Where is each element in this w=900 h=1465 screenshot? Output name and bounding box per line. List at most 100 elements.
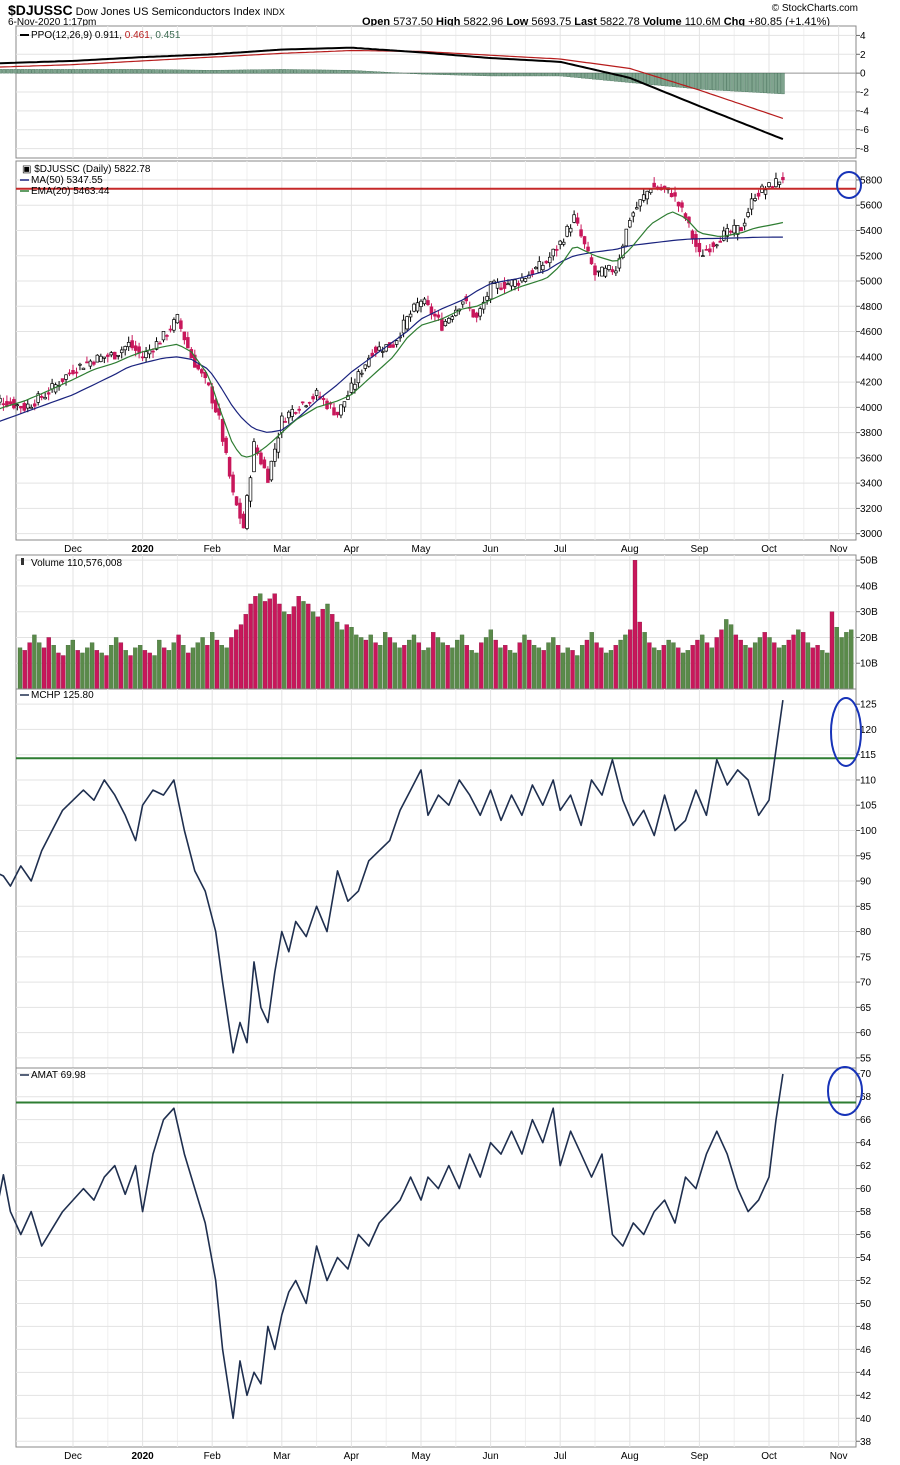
ppo-histogram-bar	[420, 72, 425, 75]
ppo-histogram-bar	[377, 71, 381, 74]
ppo-histogram-bar	[704, 72, 709, 90]
ppo-histogram-bar	[351, 70, 356, 74]
ppo-histogram-bar	[522, 72, 527, 77]
candle-body	[443, 321, 448, 327]
ppo-histogram-bar	[362, 70, 367, 74]
candle-body	[502, 281, 507, 289]
volume-bar	[440, 642, 445, 690]
price-month-label: May	[412, 544, 431, 555]
ppo-histogram-bar	[424, 72, 429, 75]
candle-body	[669, 193, 674, 198]
volume-bar	[834, 627, 839, 690]
ppo-histogram-bar	[257, 69, 261, 74]
ppo-histogram-bar	[737, 72, 741, 92]
volume-bar	[772, 642, 777, 690]
volume-bar	[37, 642, 42, 690]
volume-bar	[704, 642, 710, 690]
candle-body	[641, 194, 646, 201]
volume-bar	[781, 645, 787, 690]
volume-bar	[161, 647, 167, 690]
candle-body	[728, 230, 733, 233]
volume-bar	[531, 645, 537, 690]
candle-body	[742, 222, 747, 227]
ppo-histogram-bar	[35, 69, 39, 74]
ppo-histogram-bar	[38, 69, 43, 74]
ppo-histogram-bar	[497, 72, 501, 77]
candle-body	[102, 356, 107, 359]
candle-body	[715, 244, 719, 247]
ppo-histogram-bar	[46, 69, 50, 74]
amat-month-label: Apr	[344, 1451, 360, 1462]
ppo-histogram-bar	[297, 69, 301, 74]
volume-tick-label: 30B	[860, 607, 878, 618]
candle-body	[269, 460, 274, 481]
ppo-histogram-bar	[686, 72, 691, 89]
volume-bar	[618, 639, 623, 690]
volume-bar	[46, 637, 51, 690]
candle-body	[140, 356, 145, 359]
amat-tick-label: 46	[860, 1345, 872, 1356]
candle-body	[203, 372, 207, 379]
volume-bar	[214, 639, 220, 690]
volume-bar	[27, 642, 32, 690]
ppo-histogram-bar	[53, 69, 57, 74]
volume-bar	[431, 632, 436, 690]
ppo-histogram-bar	[220, 69, 225, 74]
volume-bar	[253, 596, 258, 690]
candle-body	[85, 361, 89, 364]
candle-body	[206, 382, 211, 386]
candle-body	[99, 355, 103, 362]
volume-bar	[80, 652, 85, 690]
ppo-histogram-bar	[217, 70, 221, 74]
volume-bar	[176, 634, 181, 690]
volume-bar	[632, 560, 638, 690]
volume-bar	[282, 611, 287, 690]
ppo-histogram-bar	[242, 69, 247, 74]
price-tick-label: 4200	[860, 378, 883, 389]
ppo-histogram-bar	[653, 72, 658, 86]
candle-body	[763, 189, 768, 195]
ppo-histogram-bar	[315, 69, 319, 74]
amat-tick-label: 66	[860, 1115, 872, 1126]
candle-body	[144, 351, 148, 358]
ppo-histogram-bar	[289, 69, 294, 74]
candle-body	[151, 350, 155, 353]
candle-body	[732, 224, 736, 234]
candle-body	[36, 393, 40, 403]
volume-bar	[522, 634, 527, 690]
price-month-label: Jun	[483, 544, 499, 555]
price-month-label: Jul	[554, 544, 567, 555]
ppo-histogram-bar	[544, 72, 549, 77]
candle-body	[513, 279, 517, 287]
candle-body	[290, 409, 294, 417]
ppo-histogram-bar	[355, 70, 359, 74]
ppo-histogram-bar	[228, 69, 232, 74]
candle-body	[321, 398, 326, 401]
candle-body	[781, 177, 785, 181]
volume-bar	[262, 601, 268, 690]
candle-body	[676, 201, 681, 207]
candle-body	[561, 241, 566, 245]
ppo-histogram-bar	[31, 69, 36, 74]
ppo-histogram-bar	[581, 72, 585, 79]
candle-body	[314, 389, 319, 396]
ppo-histogram-bar	[169, 69, 174, 74]
volume-bar	[51, 645, 56, 690]
price-tick-label: 5200	[860, 251, 883, 262]
amat-tick-label: 56	[860, 1230, 872, 1241]
candle-body	[749, 198, 754, 210]
volume-bar	[604, 652, 609, 690]
price-tick-label: 3800	[860, 428, 883, 439]
candle-body	[509, 279, 514, 287]
copyright: © StockCharts.com	[771, 3, 858, 14]
ppo-histogram-bar	[300, 69, 305, 74]
volume-bar	[200, 637, 205, 690]
volume-bar	[142, 650, 148, 690]
volume-bar	[339, 629, 345, 690]
exchange: INDX	[263, 7, 285, 17]
volume-bar	[219, 645, 224, 690]
candle-body	[488, 281, 493, 300]
volume-bar	[181, 645, 186, 690]
ppo-histogram-bar	[715, 72, 720, 91]
candle-body	[182, 331, 187, 341]
